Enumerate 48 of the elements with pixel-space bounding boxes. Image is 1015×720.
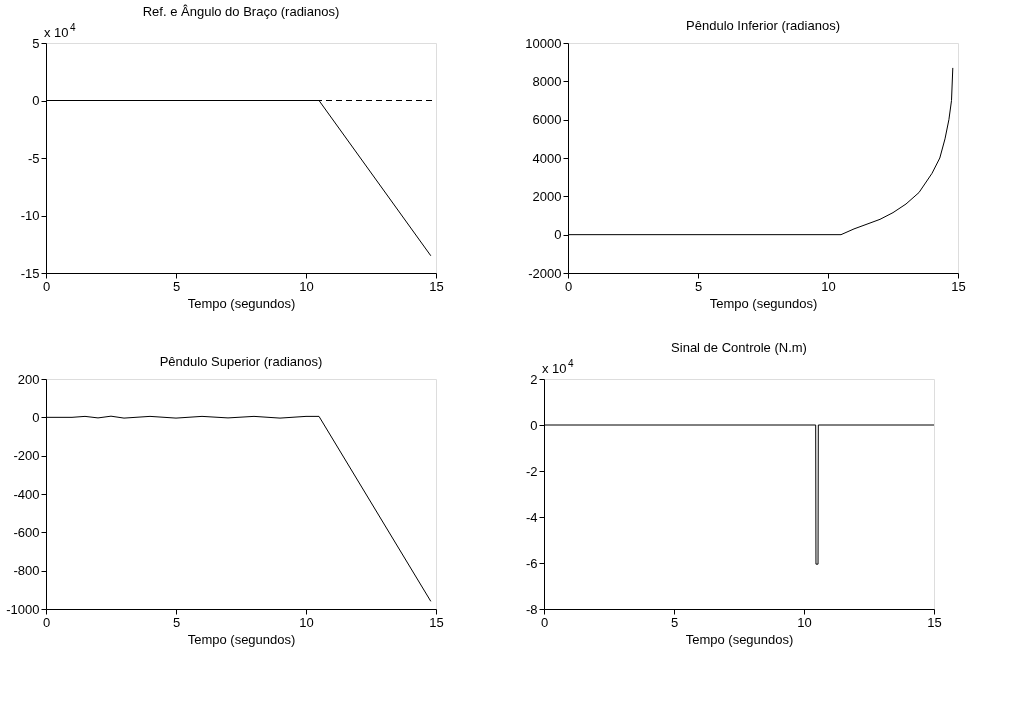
y-tick-label: -4 (525, 509, 538, 525)
y-tick-label: 2000 (532, 188, 562, 204)
y-tick-label: 2 (530, 371, 538, 387)
chart-title: Pêndulo Superior (radianos) (159, 354, 323, 369)
y-tick-label: -6 (525, 555, 538, 571)
y-tick-label: -2000 (528, 265, 562, 281)
chart-title: Pêndulo Inferior (radianos) (686, 18, 840, 33)
y-tick-label: 0 (32, 409, 40, 425)
y-tick-label: -2 (525, 463, 538, 479)
y-tick-label: 4000 (532, 150, 562, 166)
x-tick-label: 15 (429, 278, 444, 294)
y-tick-label: -15 (20, 265, 40, 281)
x-axis-title: Tempo (segundos) (685, 631, 794, 647)
x-tick-label: 5 (694, 278, 703, 294)
y-tick-label: -600 (13, 524, 40, 540)
x-tick-label: 0 (42, 278, 51, 294)
y-tick-label: 0 (530, 417, 538, 433)
y-tick-label: -10 (20, 208, 40, 223)
x-axis-title: Tempo (segundos) (187, 631, 296, 647)
y-tick-label: 6000 (532, 112, 562, 128)
y-tick-label: -5 (27, 150, 40, 166)
x-tick-label: 5 (172, 278, 181, 294)
y-tick-label: 8000 (532, 73, 562, 89)
x-tick-label: 5 (670, 614, 679, 630)
x-tick-label: 10 (821, 278, 836, 294)
x-tick-label: 15 (429, 614, 444, 630)
y-tick-label: 5 (32, 35, 40, 51)
x-tick-label: 0 (42, 614, 51, 630)
x-tick-label: 15 (951, 278, 966, 294)
y-tick-label: 10000 (525, 35, 562, 51)
y-tick-label: 0 (32, 93, 40, 108)
x-tick-label: 10 (299, 614, 314, 630)
y-tick-label: 0 (554, 227, 562, 243)
y-tick-label: 200 (17, 371, 40, 387)
x-tick-label: 5 (172, 614, 181, 630)
x-tick-label: 0 (564, 278, 573, 294)
y-tick-label: -400 (13, 486, 40, 502)
chart-title: Sinal de Controle (N.m) (671, 340, 807, 355)
y-tick-label: -8 (525, 601, 538, 617)
y-tick-label: -800 (13, 563, 40, 579)
x-axis-title: Tempo (segundos) (709, 295, 818, 311)
y-tick-label: -200 (13, 448, 40, 464)
x-tick-label: 10 (299, 278, 314, 294)
x-axis-title: Tempo (segundos) (187, 295, 296, 311)
chart-title: Ref. e Ângulo do Braço (radianos) (142, 4, 340, 19)
y-tick-label: -1000 (6, 601, 40, 617)
x-tick-label: 10 (797, 614, 812, 630)
x-tick-label: 15 (927, 614, 942, 630)
